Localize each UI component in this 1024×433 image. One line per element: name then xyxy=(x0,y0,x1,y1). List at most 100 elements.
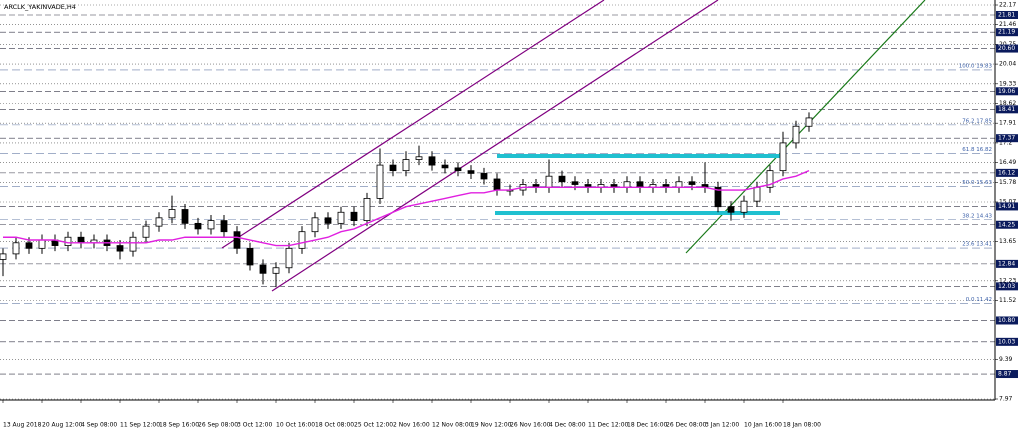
candle-body xyxy=(727,206,735,213)
y-tick-label: 9.39 xyxy=(999,356,1013,363)
fib-label: 50.0 15.63 xyxy=(962,180,992,186)
candle-body xyxy=(272,267,280,274)
fib-label: 0.0 11.42 xyxy=(966,297,992,303)
x-tick-label: 11 Sep 12:00 xyxy=(120,422,160,429)
candle-body xyxy=(428,156,436,166)
y-tick-label: 11.52 xyxy=(999,297,1016,304)
channel-line xyxy=(221,0,605,249)
level-label: 21.81 xyxy=(998,11,1015,18)
candle-body xyxy=(675,181,683,188)
x-tick-label: 25 Oct 12:00 xyxy=(354,422,393,429)
y-tick-label: 15.07 xyxy=(999,199,1016,206)
level-label-box xyxy=(996,282,1018,291)
candle-body xyxy=(467,170,475,174)
y-tick-label: 16.49 xyxy=(999,159,1016,166)
level-label: 21.19 xyxy=(998,29,1015,36)
candle-body xyxy=(376,164,384,199)
y-tick-label: 15.78 xyxy=(999,179,1016,186)
level-label-box xyxy=(996,44,1018,53)
level-label: 10.03 xyxy=(998,338,1015,345)
candle-body xyxy=(688,181,696,185)
candle-body xyxy=(714,186,722,208)
candle-body xyxy=(324,217,332,224)
candle-body xyxy=(766,170,774,188)
x-tick-label: 3 Oct 12:00 xyxy=(237,422,272,429)
candle-body xyxy=(233,231,241,249)
candle-body xyxy=(571,181,579,185)
candle-body xyxy=(558,175,566,183)
candle-body xyxy=(194,222,202,230)
level-label: 10.80 xyxy=(998,317,1015,324)
candle-body xyxy=(298,231,306,249)
fib-label: 23.6 13.41 xyxy=(962,242,992,248)
candle-body xyxy=(207,220,215,230)
level-label: 14.91 xyxy=(998,203,1015,210)
level-label: 12.03 xyxy=(998,283,1015,290)
x-tick-label: 18 Dec 16:00 xyxy=(627,422,668,429)
candle-body xyxy=(246,247,254,266)
level-label-box xyxy=(996,316,1018,325)
candles-layer xyxy=(0,112,813,288)
level-label-box xyxy=(996,87,1018,96)
candle-body xyxy=(337,211,345,224)
y-tick-label: 20.75 xyxy=(999,41,1016,48)
candle-body xyxy=(740,200,748,213)
y-tick-label: 21.46 xyxy=(999,21,1016,28)
level-label-box xyxy=(996,370,1018,379)
fib-label: 76.2 17.85 xyxy=(962,118,992,124)
level-label: 12.84 xyxy=(998,260,1015,267)
candle-body xyxy=(25,242,33,249)
x-tick-label: 4 Dec 08:00 xyxy=(549,422,586,429)
candle-body xyxy=(220,220,228,233)
chart-title: ARCLK_YAKINVADE,H4 xyxy=(4,3,76,11)
x-tick-label: 4 Sep 08:00 xyxy=(81,422,117,429)
level-label-box xyxy=(996,28,1018,37)
level-label-box xyxy=(996,105,1018,114)
candle-body xyxy=(493,178,501,191)
y-tick-label: 22.17 xyxy=(999,2,1016,9)
level-label-box xyxy=(996,220,1018,229)
trend-line xyxy=(685,0,926,254)
level-label: 17.37 xyxy=(998,135,1015,142)
y-tick-label: 18.62 xyxy=(999,100,1016,107)
candle-body xyxy=(415,156,423,160)
fib-label: 61.8 16.82 xyxy=(962,147,992,153)
level-label-box xyxy=(996,10,1018,19)
level-label-box xyxy=(996,202,1018,211)
level-label-box xyxy=(996,337,1018,346)
candle-body xyxy=(779,142,787,172)
level-label: 14.25 xyxy=(998,221,1015,228)
candle-body xyxy=(116,245,124,252)
y-tick-label: 17.91 xyxy=(999,120,1016,127)
y-tick-label: 19.33 xyxy=(999,80,1016,87)
x-tick-label: 18 Jan 08:00 xyxy=(783,422,821,429)
x-tick-label: 10 Jan 16:00 xyxy=(744,422,782,429)
candle-body xyxy=(389,164,397,172)
candle-body xyxy=(259,264,267,274)
x-tick-label: 13 Aug 2018 xyxy=(3,422,42,429)
level-label: 20.60 xyxy=(998,45,1015,52)
candle-body xyxy=(142,225,150,238)
candle-body xyxy=(311,217,319,233)
candle-body xyxy=(441,164,449,169)
level-label-box xyxy=(996,259,1018,268)
candle-body xyxy=(64,236,72,246)
candle-body xyxy=(402,159,410,172)
fib-label: 38.2 14.43 xyxy=(962,213,992,219)
candle-body xyxy=(0,253,7,260)
x-tick-label: 3 Jan 12:00 xyxy=(705,422,739,429)
candle-body xyxy=(350,211,358,221)
candle-body xyxy=(792,125,800,144)
candle-body xyxy=(454,167,462,172)
candle-body xyxy=(805,117,813,127)
level-label: 16.12 xyxy=(998,169,1015,176)
x-tick-label: 2 Nov 16:00 xyxy=(393,422,430,429)
level-label: 19.06 xyxy=(998,88,1015,95)
level-label: 8.87 xyxy=(998,371,1012,378)
candle-body xyxy=(480,173,488,180)
channel-line xyxy=(271,0,719,292)
trend-objects xyxy=(221,0,926,292)
candle-body xyxy=(623,181,631,188)
candle-body xyxy=(181,209,189,224)
